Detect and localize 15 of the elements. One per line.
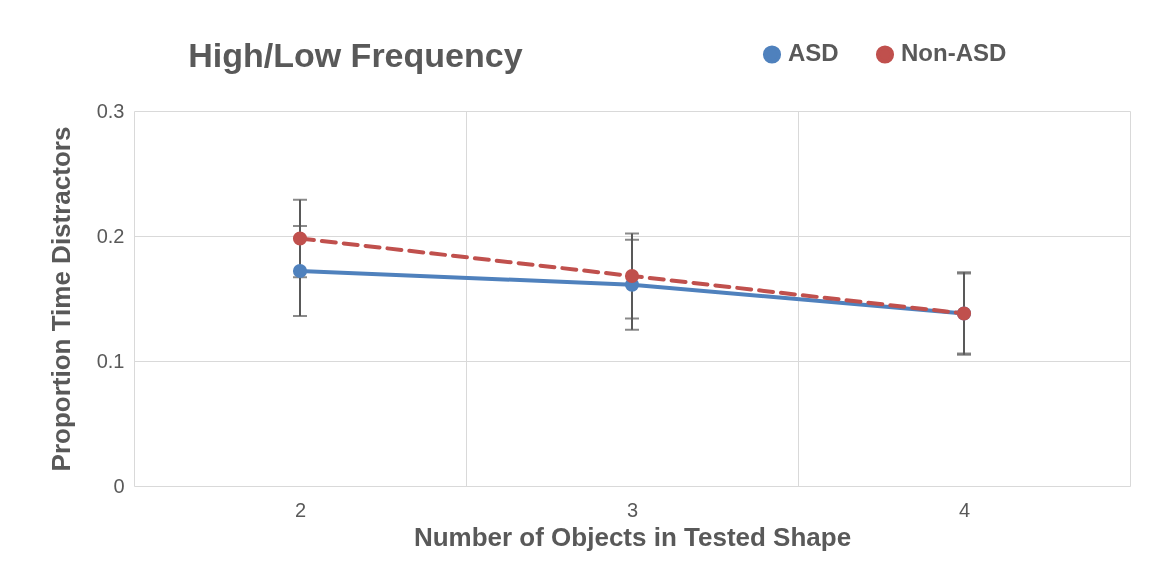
point (292, 231, 308, 246)
y-tick-label: 0 (113, 474, 125, 497)
x-tick-label: 4 (958, 498, 971, 521)
x-axis-title: Number of Objects in Tested Shape (413, 521, 852, 552)
chart-title: High/Low Frequency (188, 36, 523, 74)
x-tick-label: 3 (626, 498, 639, 521)
y-tick-label: 0.1 (96, 349, 125, 372)
y-tick-label: 0.2 (96, 224, 125, 247)
legend-label: Non-ASD (901, 39, 1007, 67)
y-tick-label: 0.3 (96, 99, 125, 122)
point (292, 263, 308, 279)
y-axis-title: Proportion Time Distractors (45, 126, 76, 472)
x-tick-label: 2 (294, 498, 307, 521)
legend-label: ASD (788, 39, 839, 67)
point (624, 268, 640, 284)
